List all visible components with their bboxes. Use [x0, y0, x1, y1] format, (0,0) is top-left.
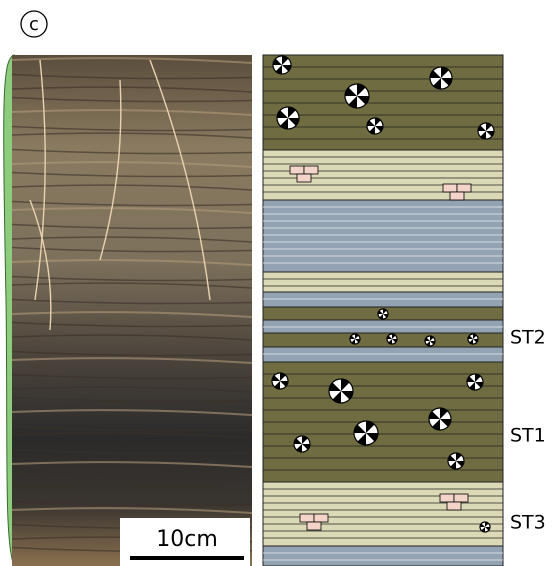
layer [263, 320, 503, 333]
scale-label: 10cm [156, 527, 218, 552]
carbonate-brick [440, 494, 454, 502]
layer [263, 55, 503, 150]
log-label: ST1 [510, 425, 546, 447]
carbonate-brick [454, 494, 468, 502]
page: c 10cm ST2 ST1 ST3 (() => { const data =… [0, 0, 558, 566]
panel-label: c [29, 14, 39, 35]
strat-log [263, 55, 503, 566]
outcrop-photo [12, 55, 252, 566]
layer [263, 482, 503, 546]
scale-bar [130, 556, 244, 560]
layer [263, 333, 503, 347]
layer [263, 272, 503, 292]
carbonate-brick [307, 522, 321, 530]
carbonate-brick [450, 192, 464, 200]
carbonate-brick [447, 502, 461, 510]
carbonate-brick [290, 166, 304, 174]
carbonate-brick [457, 184, 471, 192]
layer [263, 546, 503, 566]
layer [263, 347, 503, 362]
carbonate-brick [314, 514, 328, 522]
layer [263, 200, 503, 272]
log-label: ST3 [510, 512, 546, 534]
layer [263, 292, 503, 307]
carbonate-brick [304, 166, 318, 174]
carbonate-brick [297, 174, 311, 182]
carbonate-brick [443, 184, 457, 192]
log-label: ST2 [510, 327, 546, 349]
carbonate-brick [300, 514, 314, 522]
figure: c 10cm ST2 ST1 ST3 [0, 0, 558, 566]
